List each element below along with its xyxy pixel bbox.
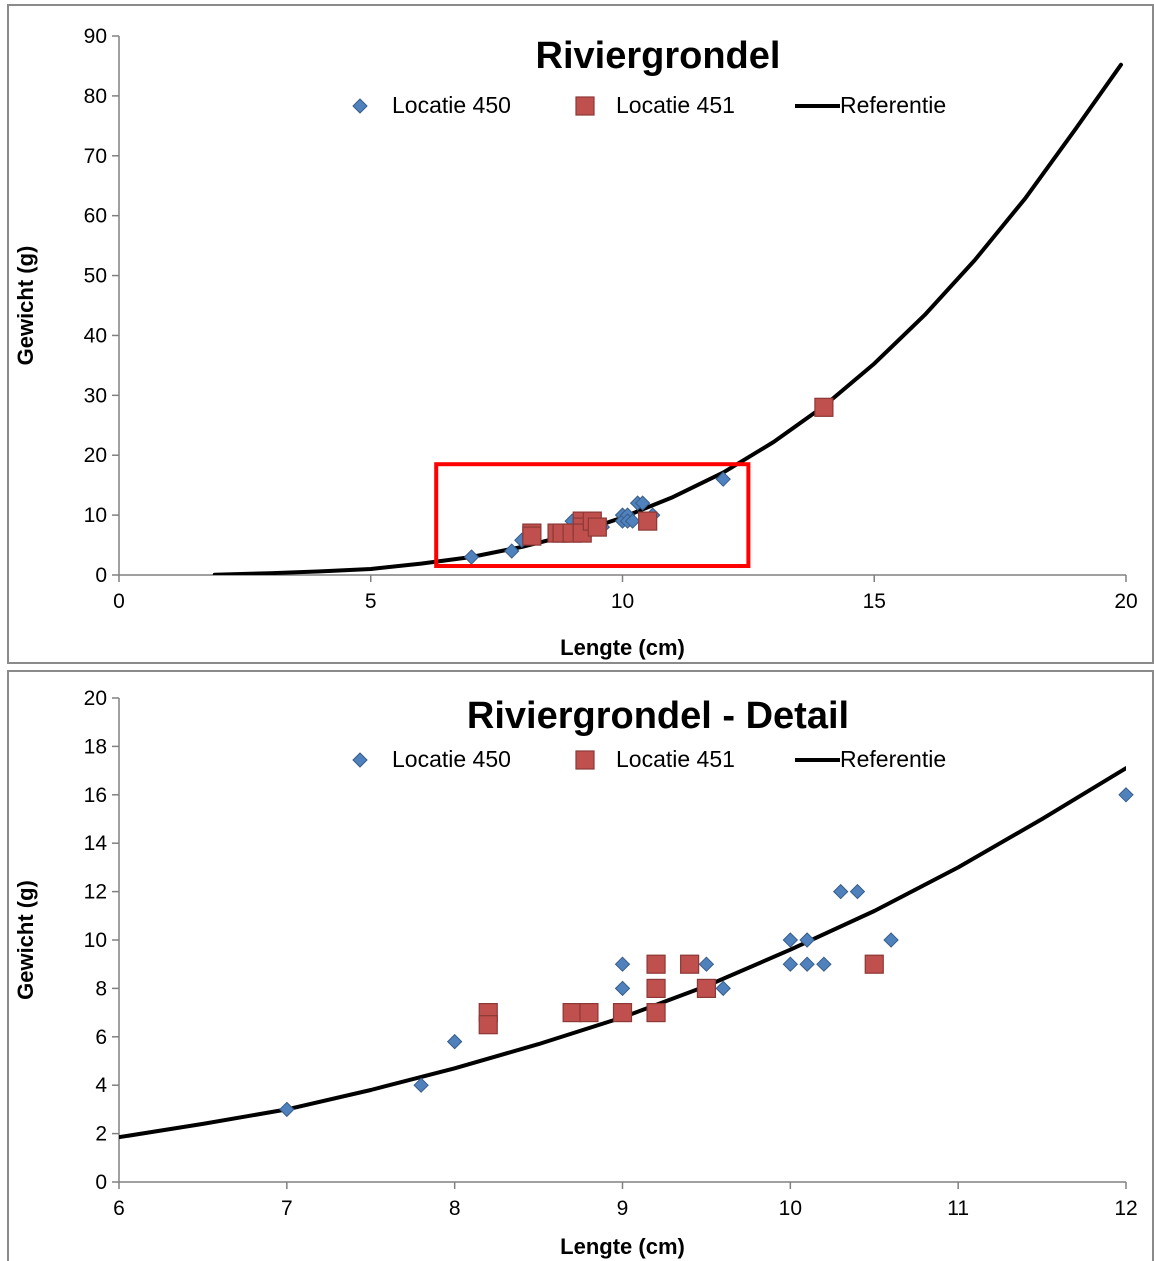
series-line-referentie xyxy=(119,766,1126,1140)
data-point-locatie-451 xyxy=(814,397,834,417)
y-tick-label: 10 xyxy=(84,504,107,527)
legend-marker-locatie-451 xyxy=(575,96,595,116)
data-point-locatie-450 xyxy=(799,956,815,972)
x-tick-label: 11 xyxy=(947,1197,969,1220)
y-tick-label: 8 xyxy=(95,977,107,1000)
data-point-locatie-451 xyxy=(522,526,542,546)
data-point-locatie-450 xyxy=(715,471,731,487)
legend-label-referentie: Referentie xyxy=(840,92,946,118)
y-tick-label: 20 xyxy=(84,687,107,710)
data-point-locatie-450 xyxy=(715,980,731,997)
x-axis-title: Lengte (cm) xyxy=(560,635,685,660)
data-point-locatie-450 xyxy=(782,956,799,972)
y-axis-title: Gewicht (g) xyxy=(13,880,38,1000)
y-axis-title: Gewicht (g) xyxy=(13,246,38,366)
data-point-locatie-450 xyxy=(832,883,849,900)
y-tick-label: 2 xyxy=(95,1123,107,1146)
y-tick-label: 10 xyxy=(84,929,107,952)
data-point-locatie-450 xyxy=(624,513,641,529)
data-point-locatie-451 xyxy=(562,1003,582,1023)
y-tick-label: 20 xyxy=(84,444,107,467)
data-point-locatie-450 xyxy=(1118,787,1134,803)
x-tick-label: 6 xyxy=(113,1197,125,1220)
x-tick-label: 9 xyxy=(617,1197,629,1220)
chart-overview: 0 10 20 30 40 50 60 70 80 90 0 5 10 15 20 Gewicht (g) Le… xyxy=(13,25,1138,660)
data-point-locatie-450 xyxy=(698,956,715,972)
x-tick-label: 10 xyxy=(779,1197,802,1220)
x-tick-label: 0 xyxy=(113,590,125,613)
data-point-locatie-451 xyxy=(587,517,607,537)
data-point-locatie-450 xyxy=(883,932,899,948)
data-point-locatie-451 xyxy=(478,1015,498,1035)
chart-panel-overview: 0 10 20 30 40 50 60 70 80 90 0 5 10 15 20 Gewicht (g) Le… xyxy=(7,4,1154,664)
y-tick-label: 30 xyxy=(84,384,107,407)
y-tick-label: 16 xyxy=(84,784,107,807)
y-tick-label: 40 xyxy=(84,324,107,347)
x-tick-label: 5 xyxy=(365,590,377,613)
y-tick-label: 12 xyxy=(84,881,107,904)
chart-detail: 0 2 4 6 8 10 12 14 16 18 20 6 7 8 9 10 11 12 Gewicht (g) Le… xyxy=(13,687,1138,1259)
legend-label-locatie-450: Locatie 450 xyxy=(392,92,511,118)
data-point-locatie-450 xyxy=(504,543,520,559)
chart-panel-detail: 0 2 4 6 8 10 12 14 16 18 20 6 7 8 9 10 11 12 Gewicht (g) Le… xyxy=(7,670,1154,1261)
y-tick-label: 50 xyxy=(84,265,107,288)
y-tick-label: 80 xyxy=(84,85,107,108)
chart-title: Riviergrondel - Detail xyxy=(467,695,849,737)
data-point-locatie-451 xyxy=(646,954,666,974)
legend-label-locatie-450: Locatie 450 xyxy=(392,746,511,772)
y-tick-label: 60 xyxy=(84,205,107,228)
data-point-locatie-451 xyxy=(638,511,658,531)
y-tick-label: 0 xyxy=(95,564,107,587)
y-tick-label: 18 xyxy=(84,735,107,758)
y-tick-label: 0 xyxy=(95,1171,107,1194)
legend-label-referentie: Referentie xyxy=(840,746,946,772)
chart-title: Riviergrondel xyxy=(536,35,781,77)
series-line-referentie xyxy=(212,62,1123,575)
data-point-locatie-451 xyxy=(696,978,717,998)
x-tick-label: 10 xyxy=(611,590,634,613)
x-tick-label: 8 xyxy=(449,1197,461,1220)
data-point-locatie-450 xyxy=(463,549,480,565)
zoom-region-rectangle xyxy=(434,462,751,569)
data-point-locatie-450 xyxy=(413,1077,429,1093)
data-point-locatie-451 xyxy=(612,1003,633,1023)
data-point-locatie-450 xyxy=(446,1033,463,1050)
data-point-locatie-450 xyxy=(849,883,866,900)
data-point-locatie-450 xyxy=(614,956,631,972)
data-point-locatie-450 xyxy=(816,956,832,972)
data-point-locatie-451 xyxy=(646,1003,666,1023)
y-tick-label: 4 xyxy=(95,1074,107,1097)
y-tick-label: 6 xyxy=(95,1026,107,1049)
data-point-locatie-450 xyxy=(279,1101,295,1118)
x-tick-label: 12 xyxy=(1114,1197,1137,1220)
legend-marker-locatie-450 xyxy=(352,98,368,114)
data-point-locatie-451 xyxy=(680,954,700,974)
data-point-locatie-450 xyxy=(614,980,631,997)
legend-marker-locatie-451 xyxy=(575,750,595,770)
data-point-locatie-450 xyxy=(782,932,799,948)
data-point-locatie-451 xyxy=(864,954,884,974)
data-point-locatie-451 xyxy=(579,1003,599,1023)
x-tick-label: 7 xyxy=(281,1197,293,1220)
legend-marker-locatie-450 xyxy=(352,752,368,768)
data-point-locatie-450 xyxy=(634,495,651,511)
data-point-locatie-450 xyxy=(799,932,815,948)
y-tick-label: 90 xyxy=(84,25,107,48)
y-tick-label: 14 xyxy=(84,832,108,855)
x-tick-label: 20 xyxy=(1114,590,1137,613)
y-tick-label: 70 xyxy=(84,145,107,168)
x-axis-title: Lengte (cm) xyxy=(560,1234,685,1259)
legend-label-locatie-451: Locatie 451 xyxy=(616,746,735,772)
data-point-locatie-451 xyxy=(646,978,666,998)
x-tick-label: 15 xyxy=(863,590,886,613)
legend-label-locatie-451: Locatie 451 xyxy=(616,92,735,118)
